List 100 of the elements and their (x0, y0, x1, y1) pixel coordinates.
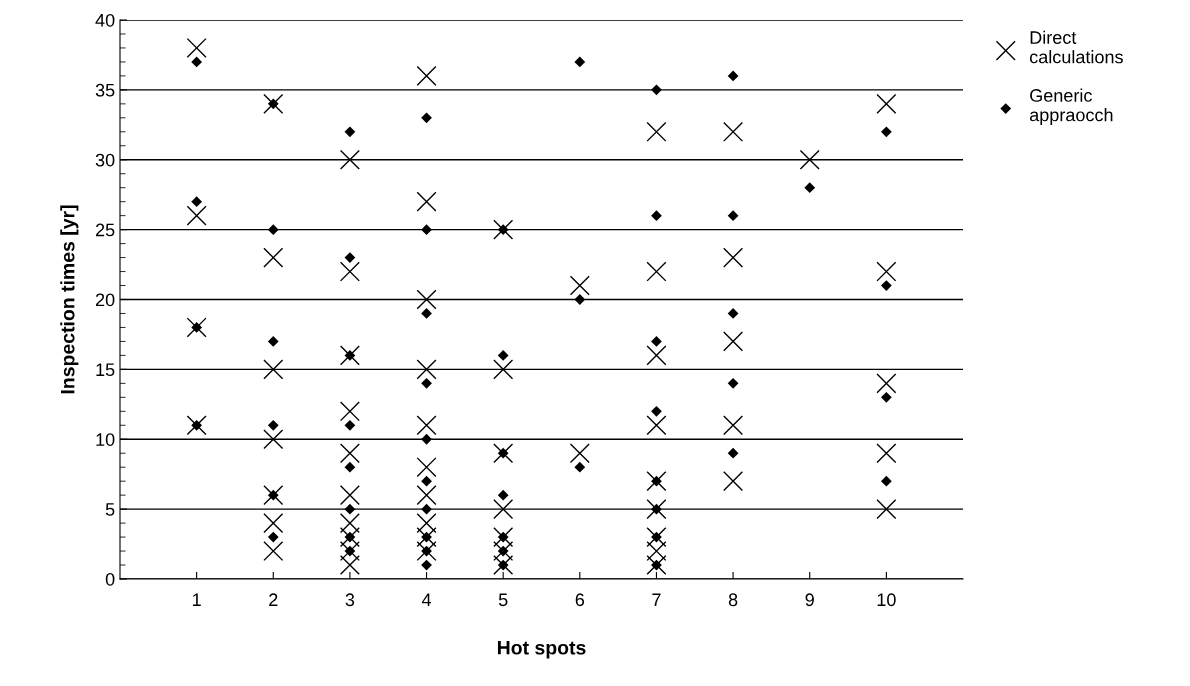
point (339, 401, 360, 422)
point (646, 345, 667, 366)
x-tick-label: 10 (877, 593, 896, 607)
point (416, 513, 437, 534)
x-tick-label: 3 (345, 593, 355, 607)
point (727, 447, 739, 459)
point (339, 149, 360, 170)
point (651, 405, 662, 417)
point (727, 210, 739, 222)
point (421, 308, 432, 319)
y-tick-label: 20 (95, 293, 115, 307)
y-tick-label: 40 (95, 13, 115, 27)
point (493, 443, 514, 464)
point (344, 350, 356, 361)
point (493, 527, 514, 548)
x-axis-title: Hot spots (497, 640, 586, 659)
point (339, 443, 360, 464)
point (497, 489, 509, 501)
point (267, 419, 279, 431)
point (569, 275, 590, 296)
point (416, 415, 437, 436)
point (723, 415, 744, 436)
point (416, 359, 437, 380)
point (804, 182, 816, 194)
point (876, 373, 897, 394)
point (416, 457, 437, 478)
point (416, 527, 437, 548)
point (651, 336, 662, 347)
x-tick-label: 4 (421, 593, 432, 606)
x-tick-label: 2 (269, 593, 278, 606)
point (339, 345, 360, 366)
y-tick-label: 15 (96, 363, 115, 377)
point (421, 433, 432, 445)
point (646, 499, 667, 520)
point (186, 205, 207, 226)
point (416, 289, 437, 310)
x-tick-label: 6 (575, 593, 585, 607)
y-tick-label: 35 (95, 83, 115, 97)
x-tick-label: 7 (652, 593, 661, 606)
point (497, 350, 509, 361)
point (497, 447, 509, 459)
point (493, 499, 514, 520)
y-tick-label: 30 (95, 153, 115, 167)
point (880, 126, 892, 138)
point (267, 489, 279, 501)
point (574, 294, 586, 305)
point (880, 391, 892, 403)
point (416, 485, 437, 506)
point (723, 121, 744, 142)
point (339, 485, 360, 506)
point (267, 224, 279, 235)
point (799, 149, 820, 170)
point (646, 471, 667, 492)
point (646, 121, 667, 142)
point (339, 527, 360, 548)
point (263, 93, 284, 114)
point (493, 359, 514, 380)
point (421, 475, 432, 487)
y-tick-label: 10 (96, 433, 115, 446)
point (723, 247, 744, 268)
x-tick-label: 9 (805, 593, 814, 607)
point (876, 261, 897, 282)
point (191, 56, 203, 68)
point (727, 377, 739, 389)
y-axis-title: Inspection times [yr] (60, 205, 79, 394)
point (416, 191, 437, 212)
point (263, 485, 284, 506)
point (267, 98, 279, 110)
point (344, 419, 356, 431)
point (646, 527, 667, 548)
legend-label: Generic appraocch (1029, 88, 1113, 125)
point (723, 331, 744, 352)
point (339, 261, 360, 282)
y-tick-label: 5 (105, 503, 115, 516)
point (569, 443, 590, 464)
point (267, 531, 279, 543)
legend-label: Direct calculations (1029, 30, 1123, 64)
point (876, 443, 897, 464)
point (876, 499, 897, 520)
point (191, 196, 203, 208)
y-tick-label: 0 (105, 572, 115, 586)
point (263, 429, 284, 450)
point (876, 93, 897, 114)
point (263, 359, 284, 380)
point (880, 280, 892, 291)
point (421, 377, 432, 389)
x-tick-label: 5 (498, 593, 508, 607)
point (880, 475, 892, 487)
point (263, 247, 284, 268)
point (574, 461, 586, 473)
point (421, 503, 432, 515)
point (646, 541, 667, 562)
point (651, 210, 662, 222)
point (344, 461, 356, 473)
point (416, 65, 437, 86)
point (421, 112, 432, 124)
point (344, 531, 356, 543)
y-tick-label: 25 (95, 223, 115, 237)
point (186, 37, 207, 58)
point (263, 513, 284, 534)
